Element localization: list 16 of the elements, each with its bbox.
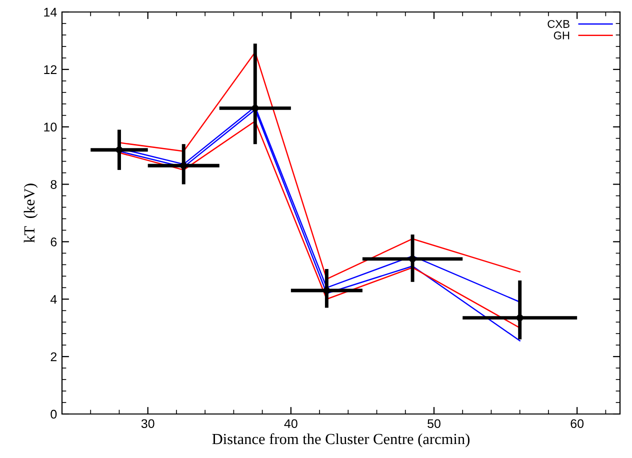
legend-label: GH <box>554 32 570 40</box>
x-tick-label: 60 <box>570 419 584 428</box>
y-axis-title: kT (keV) <box>24 184 38 243</box>
y-tick-label: 4 <box>50 295 57 304</box>
y-tick-label: 2 <box>50 352 57 362</box>
x-tick-label: 50 <box>428 419 440 428</box>
y-tick-label: 10 <box>44 122 57 132</box>
legend-label: CXB <box>548 20 570 28</box>
y-tick-label: 14 <box>44 8 57 17</box>
x-axis-title: Distance from the Cluster Centre (arcmin) <box>212 433 470 448</box>
y-tick-label: 12 <box>44 65 57 74</box>
y-tick-label: 0 <box>50 410 57 419</box>
x-tick-label: 30 <box>141 419 154 428</box>
x-tick-label: 40 <box>284 419 298 428</box>
y-tick-label: 8 <box>50 180 57 189</box>
y-tick-label: 6 <box>50 238 57 246</box>
